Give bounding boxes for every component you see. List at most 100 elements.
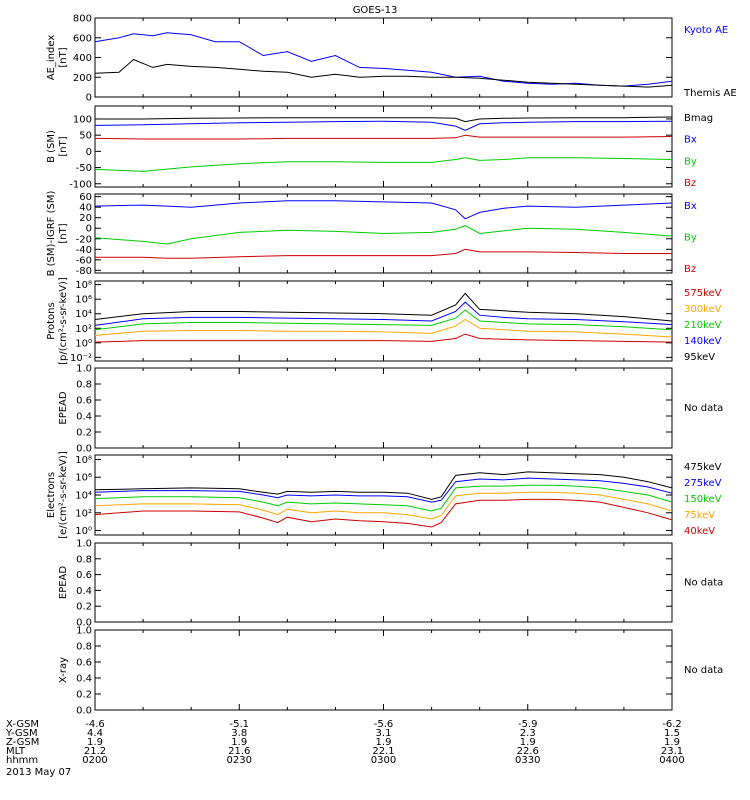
y-tick-label: 0 [86, 93, 92, 104]
series-line-275keV [94, 477, 673, 503]
y-tick-label: 50 [79, 131, 92, 142]
y-tick-label: 100 [73, 114, 92, 125]
legend-entry: Kyoto AE [684, 25, 728, 36]
ephem-cell: 3.8 [231, 728, 247, 739]
y-tick-label: 10⁶ [75, 295, 92, 306]
y-tick-label: 200 [73, 73, 92, 84]
y-tick-label: 10² [75, 324, 92, 335]
ephem-cell: 4.4 [87, 728, 103, 739]
ephem-cell: 1.9 [376, 737, 392, 748]
y-axis-label: [nT] [58, 136, 69, 156]
legend-entry: 300keV [684, 304, 722, 315]
series-line-210keV [94, 309, 673, 331]
panel-frame [94, 280, 673, 362]
y-axis-label: X-ray [58, 657, 69, 683]
series-line-By [94, 157, 673, 172]
y-axis-label: Electrons [46, 472, 57, 518]
y-tick-label: 0.2 [76, 690, 92, 701]
y-tick-label: 400 [73, 53, 92, 64]
ephem-cell: -4.6 [85, 719, 105, 730]
ephem-cell: 0230 [227, 755, 252, 766]
series-line-Bz [94, 134, 673, 140]
plot-title: GOES-13 [353, 5, 398, 16]
y-axis-label: [nT] [58, 223, 69, 243]
ephem-row-label: MLT [6, 746, 26, 757]
legend-entry: Bmag [684, 113, 713, 124]
y-axis-label: EPEAD [58, 391, 69, 425]
series-line-95keV [94, 292, 673, 322]
ephem-cell: 21.6 [228, 746, 250, 757]
y-axis-label: [e/(cm²-s-sr-keV)] [58, 451, 69, 539]
y-tick-label: 0.4 [76, 586, 92, 597]
y-tick-label: 10⁴ [75, 309, 92, 320]
panel-epead2: 0.0 0.2 0.4 0.6 0.8 1.0 EPEAD No data [58, 539, 723, 629]
y-tick-label: 0.0 [76, 618, 92, 629]
y-tick-label: 1.0 [76, 539, 92, 550]
y-tick-label: 0.2 [76, 602, 92, 613]
y-axis-label: EPEAD [58, 566, 69, 600]
y-tick-label: 0 [86, 224, 92, 235]
ephem-cell: 0330 [515, 755, 540, 766]
y-tick-label: 0.6 [76, 396, 92, 407]
y-axis-label: AE_index [46, 35, 57, 81]
y-tick-label: 1.0 [76, 626, 92, 637]
ephem-cell: 2.3 [520, 728, 536, 739]
y-tick-label: 0.8 [76, 642, 92, 653]
y-tick-label: 0.2 [76, 428, 92, 439]
y-axis-label: Protons [46, 302, 57, 339]
series-line-Bz [95, 248, 672, 259]
legend-entry: By [684, 233, 697, 244]
y-tick-label: 0.6 [76, 570, 92, 581]
y-tick-label: 10⁻² [70, 353, 92, 364]
ephem-row-label: X-GSM [6, 719, 39, 730]
legend-entry: 95keV [684, 352, 715, 363]
y-tick-label: 0.0 [76, 444, 92, 455]
ephem-cell: 21.2 [84, 746, 106, 757]
series-line-475keV [94, 471, 673, 500]
panel-bsm: -100 -50 0 50 100 B (SM) [nT] Bmag Bx By Bz [46, 105, 713, 190]
y-tick-label: 0 [86, 147, 92, 158]
ephem-cell: 0300 [371, 755, 396, 766]
series-line-75keV [94, 491, 673, 520]
y-tick-label: -20 [76, 234, 92, 245]
y-axis-label: B (SM)-IGRF (SM) [46, 191, 57, 277]
series-line-Bx [94, 200, 673, 220]
y-tick-label: 0.4 [76, 412, 92, 423]
ephem-row-label: Y-GSM [5, 728, 38, 739]
ephem-cell: 1.9 [231, 737, 247, 748]
no-data-label: No data [684, 578, 723, 589]
y-axis-label: [nT] [58, 47, 69, 67]
y-tick-label: 0.0 [76, 706, 92, 717]
series-line-140keV [94, 301, 673, 326]
y-tick-label: 10⁰ [75, 338, 92, 349]
y-tick-label: 10⁸ [75, 280, 92, 291]
y-tick-label: 40 [79, 203, 92, 214]
legend-entry: 475keV [684, 462, 722, 473]
series-line-40keV [94, 498, 673, 528]
y-axis-label: [p/(cm²-s-sr-keV)] [58, 277, 69, 365]
ephem-cell: 23.1 [661, 746, 683, 757]
ephem-cell: 1.5 [664, 728, 680, 739]
panel-frame [94, 454, 673, 536]
series-line-By [94, 225, 673, 245]
y-tick-label: 0.4 [76, 674, 92, 685]
legend-entry: 210keV [684, 320, 722, 331]
no-data-label: No data [684, 403, 723, 414]
y-tick-label: 0.6 [76, 658, 92, 669]
legend-entry: 75keV [684, 510, 715, 521]
y-axis-label: B (SM) [46, 130, 57, 163]
legend-entry: Themis AE [683, 88, 737, 99]
y-tick-label: -60 [76, 255, 92, 266]
y-tick-label: 800 [73, 14, 92, 25]
ephem-cell: -6.2 [662, 719, 682, 730]
no-data-label: No data [684, 665, 723, 676]
panel-frame [94, 367, 673, 449]
series-line-575keV [94, 333, 673, 343]
ephem-cell: 1.9 [664, 737, 680, 748]
ephem-cell: 0400 [659, 755, 684, 766]
date-label: 2013 May 07 [6, 767, 71, 778]
panel-protons: 10⁻² 10⁰ 10² 10⁴ 10⁶ 10⁸ Protons [p/(cm²-s-sr-k… [46, 277, 722, 365]
